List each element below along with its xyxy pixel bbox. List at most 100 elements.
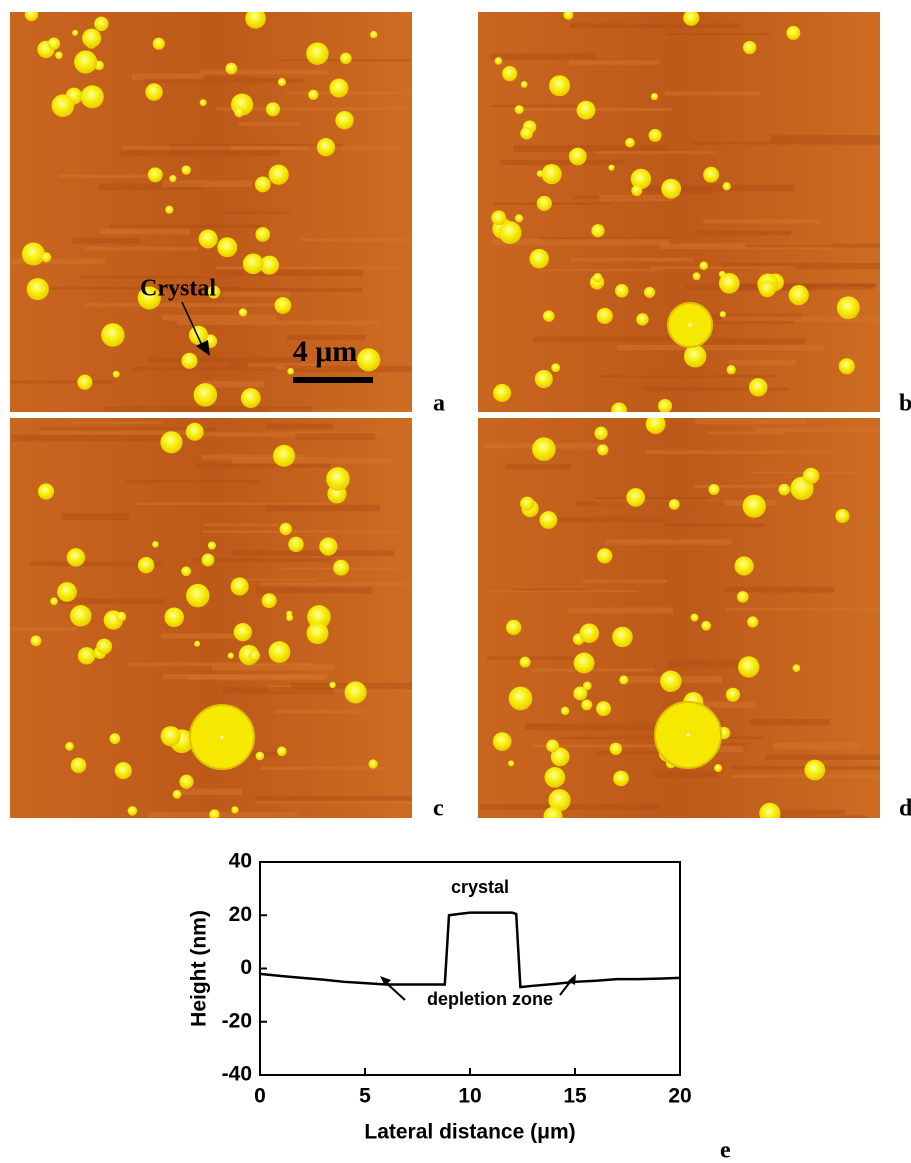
particle bbox=[227, 652, 234, 659]
particle bbox=[238, 308, 248, 317]
streak bbox=[49, 598, 165, 604]
particle bbox=[288, 536, 304, 553]
arrow-head bbox=[380, 976, 391, 986]
streak bbox=[162, 314, 277, 321]
particle bbox=[193, 383, 218, 407]
streak bbox=[300, 238, 412, 242]
streak bbox=[568, 607, 674, 614]
particle bbox=[591, 224, 605, 238]
streak bbox=[201, 454, 305, 460]
particle bbox=[308, 89, 319, 100]
particle bbox=[494, 57, 503, 65]
streak bbox=[194, 558, 332, 563]
particle bbox=[94, 16, 109, 32]
streak bbox=[266, 423, 333, 430]
streak bbox=[668, 660, 741, 668]
particle bbox=[242, 253, 264, 275]
particle bbox=[563, 12, 574, 20]
particle bbox=[539, 511, 558, 529]
streak bbox=[285, 91, 412, 95]
particle bbox=[116, 611, 127, 622]
particle bbox=[268, 164, 289, 185]
streak bbox=[119, 149, 280, 157]
particle bbox=[514, 105, 524, 115]
streak bbox=[195, 463, 331, 468]
streak bbox=[202, 530, 405, 534]
particle bbox=[520, 127, 533, 140]
particle bbox=[683, 12, 700, 26]
streak bbox=[286, 365, 412, 373]
panel-label: d bbox=[899, 796, 911, 822]
streak bbox=[223, 687, 334, 694]
particle bbox=[736, 591, 749, 603]
particle bbox=[329, 78, 349, 98]
streak bbox=[575, 500, 725, 507]
streak bbox=[525, 723, 665, 731]
particle bbox=[592, 273, 603, 283]
particle bbox=[248, 650, 260, 662]
particle bbox=[268, 641, 291, 663]
streak bbox=[147, 357, 303, 363]
particle bbox=[209, 809, 220, 818]
streak bbox=[10, 380, 114, 384]
particle bbox=[254, 176, 271, 193]
particle bbox=[493, 383, 512, 403]
particle bbox=[164, 607, 184, 628]
particle bbox=[703, 166, 720, 183]
panel-label: b bbox=[899, 391, 911, 417]
particle bbox=[273, 444, 296, 467]
streak bbox=[724, 586, 834, 593]
particle bbox=[185, 422, 204, 441]
particle bbox=[708, 483, 720, 495]
streak bbox=[99, 183, 204, 191]
particle bbox=[498, 221, 522, 244]
particle bbox=[581, 699, 593, 711]
particle bbox=[127, 806, 138, 816]
streak bbox=[777, 815, 867, 818]
particle bbox=[329, 681, 336, 689]
streak bbox=[39, 430, 187, 436]
streak bbox=[770, 135, 880, 142]
particle bbox=[838, 358, 855, 375]
streak bbox=[274, 709, 366, 714]
particle bbox=[560, 706, 570, 716]
particle bbox=[179, 774, 194, 789]
particle bbox=[544, 767, 566, 788]
particle bbox=[326, 467, 350, 491]
particle bbox=[109, 733, 121, 745]
streak bbox=[238, 122, 300, 126]
streak bbox=[10, 626, 78, 632]
afm-images bbox=[10, 12, 880, 818]
particle bbox=[631, 185, 643, 197]
streak bbox=[489, 53, 596, 60]
particle bbox=[804, 759, 826, 781]
particle bbox=[194, 640, 201, 647]
afm-content bbox=[478, 418, 880, 818]
particle bbox=[625, 137, 635, 148]
particle bbox=[701, 620, 712, 631]
particle bbox=[259, 255, 280, 275]
streak bbox=[772, 742, 861, 750]
streak bbox=[490, 104, 581, 107]
particle bbox=[529, 248, 549, 269]
particle bbox=[492, 732, 512, 751]
crystal-label: Crystal bbox=[140, 276, 216, 302]
streak bbox=[479, 804, 659, 810]
streak bbox=[695, 230, 791, 236]
y-tick-label: 40 bbox=[229, 850, 252, 873]
streak bbox=[616, 344, 824, 351]
streak bbox=[594, 150, 715, 154]
streak bbox=[505, 464, 572, 470]
streak bbox=[286, 334, 366, 340]
particle bbox=[82, 28, 102, 48]
streak bbox=[135, 502, 340, 506]
particle bbox=[778, 483, 791, 496]
particle bbox=[255, 751, 265, 761]
particle bbox=[714, 764, 723, 773]
particle bbox=[186, 583, 210, 608]
particle bbox=[114, 762, 132, 780]
streak bbox=[11, 434, 176, 442]
particle bbox=[541, 163, 562, 185]
particle bbox=[181, 352, 198, 369]
streak bbox=[539, 269, 664, 272]
